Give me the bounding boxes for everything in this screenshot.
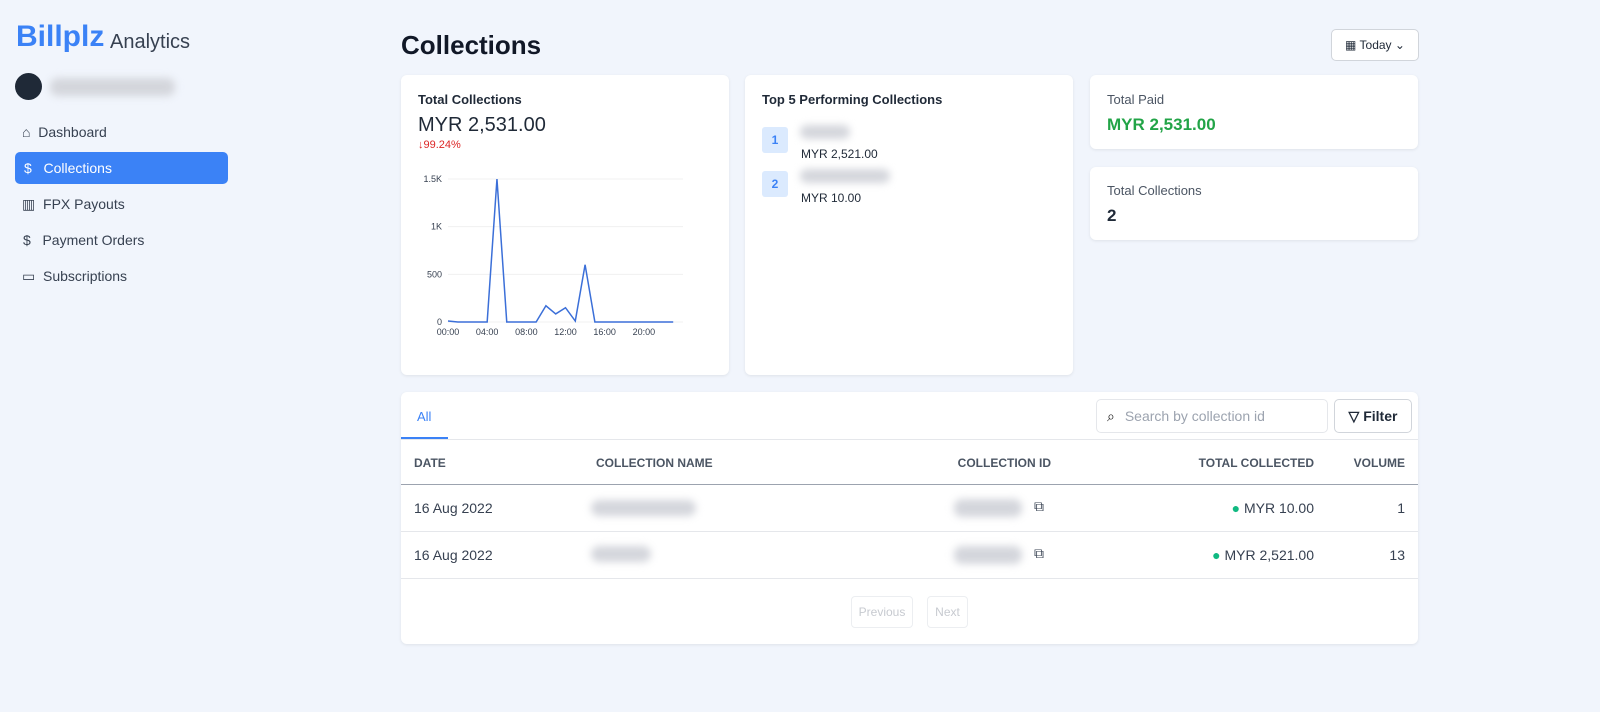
column-header: VOLUME: [1353, 456, 1405, 470]
y-tick-label: 500: [427, 269, 442, 279]
column-header: COLLECTION NAME: [596, 456, 713, 470]
chart-card: Total Collections MYR 2,531.00 ↓99.24% 0…: [401, 75, 729, 375]
nav-label: Payment Orders: [42, 232, 145, 248]
y-tick-label: 1K: [431, 222, 442, 232]
x-tick-label: 16:00: [593, 327, 616, 337]
y-tick-label: 0: [437, 317, 442, 327]
nav-item[interactable]: ⌂ Dashboard: [22, 124, 107, 140]
stat-value: MYR 2,531.00: [1107, 115, 1216, 134]
x-tick-label: 20:00: [633, 327, 656, 337]
stat-card: Total Paid MYR 2,531.00: [1090, 75, 1418, 149]
y-tick-label: 1.5K: [423, 174, 442, 184]
filter-button[interactable]: ▽ Filter: [1334, 399, 1412, 433]
nav-item[interactable]: $ Payment Orders: [23, 232, 145, 248]
cell-date: 16 Aug 2022: [414, 547, 493, 563]
copy-icon[interactable]: ⧉: [1034, 498, 1044, 514]
x-tick-label: 00:00: [437, 327, 460, 337]
table-card: All ⌕ Search by collection id ▽ Filter DA…: [401, 392, 1418, 644]
avatar: [15, 73, 42, 100]
nav-item[interactable]: ▥ FPX Payouts: [22, 196, 125, 212]
nav-label: Dashboard: [38, 124, 107, 140]
column-header: COLLECTION ID: [957, 456, 1051, 470]
range-label: Today: [1359, 38, 1392, 52]
blurred-name: [800, 169, 890, 183]
cell-total: ● MYR 10.00: [1231, 500, 1314, 516]
divider: [401, 484, 1418, 485]
divider: [401, 439, 1418, 440]
copy-icon[interactable]: ⧉: [1034, 545, 1044, 561]
cell-date: 16 Aug 2022: [414, 500, 493, 516]
blurred-id: [954, 546, 1022, 564]
x-tick-label: 12:00: [554, 327, 577, 337]
top5-card: Top 5 Performing Collections 1 MYR 2,521…: [745, 75, 1073, 375]
stat-value: 2: [1107, 206, 1117, 225]
column-header: TOTAL COLLECTED: [1198, 456, 1314, 470]
total-value: MYR 10.00: [1243, 500, 1314, 516]
search-placeholder: Search by collection id: [1124, 408, 1265, 424]
blurred-id: [954, 499, 1022, 517]
x-tick-label: 08:00: [515, 327, 538, 337]
nav-label: Collections: [43, 160, 112, 176]
active-nav-bg: [15, 152, 228, 184]
card-title: Total Collections: [418, 92, 522, 107]
card-title: Top 5 Performing Collections: [762, 92, 943, 107]
change: ↓99.24%: [418, 139, 461, 151]
divider: [401, 578, 1418, 579]
brand: Billplz: [16, 20, 105, 53]
change-value: 99.24%: [423, 139, 461, 151]
cell-total: ● MYR 2,521.00: [1212, 547, 1314, 563]
cell-volume: 1: [1397, 500, 1405, 516]
brand-suffix: Analytics: [110, 31, 191, 53]
divider: [401, 531, 1418, 532]
tab[interactable]: All: [417, 409, 432, 424]
chart: 0 500 1K 1.5K 00:00 04:00 08:00 12:00 16:00 20:00: [423, 174, 683, 337]
previous-button[interactable]: Previous: [851, 596, 913, 628]
nav-item[interactable]: ▭ Subscriptions: [22, 268, 128, 284]
stat-card: Total Collections 2: [1090, 167, 1418, 240]
cell-volume: 13: [1389, 547, 1405, 563]
blurred-name: [50, 78, 175, 96]
nav-label: Subscriptions: [43, 268, 128, 284]
item-amount: MYR 10.00: [801, 191, 862, 205]
range-button[interactable]: ▦ Today ⌄: [1331, 29, 1419, 61]
blurred-name: [800, 125, 850, 139]
rank: 2: [762, 171, 788, 197]
search-box[interactable]: ⌕ Search by collection id: [1096, 399, 1328, 433]
x-tick-label: 04:00: [476, 327, 499, 337]
column-header: DATE: [414, 456, 446, 470]
next-button[interactable]: Next: [927, 596, 968, 628]
card-amount: MYR 2,531.00: [418, 114, 546, 136]
filter-label: Filter: [1363, 408, 1398, 424]
tab-underline: [401, 437, 448, 439]
stat-label: Total Paid: [1107, 92, 1165, 107]
stat-label: Total Collections: [1107, 183, 1202, 198]
blurred-name: [591, 500, 696, 516]
nav-item[interactable]: $ Collections: [24, 160, 112, 176]
total-value: MYR 2,521.00: [1224, 547, 1315, 563]
page-title: Collections: [401, 30, 542, 60]
item-amount: MYR 2,521.00: [801, 147, 878, 161]
blurred-name: [591, 546, 651, 562]
line: [447, 178, 674, 323]
nav-label: FPX Payouts: [43, 196, 125, 212]
rank: 1: [762, 127, 788, 153]
